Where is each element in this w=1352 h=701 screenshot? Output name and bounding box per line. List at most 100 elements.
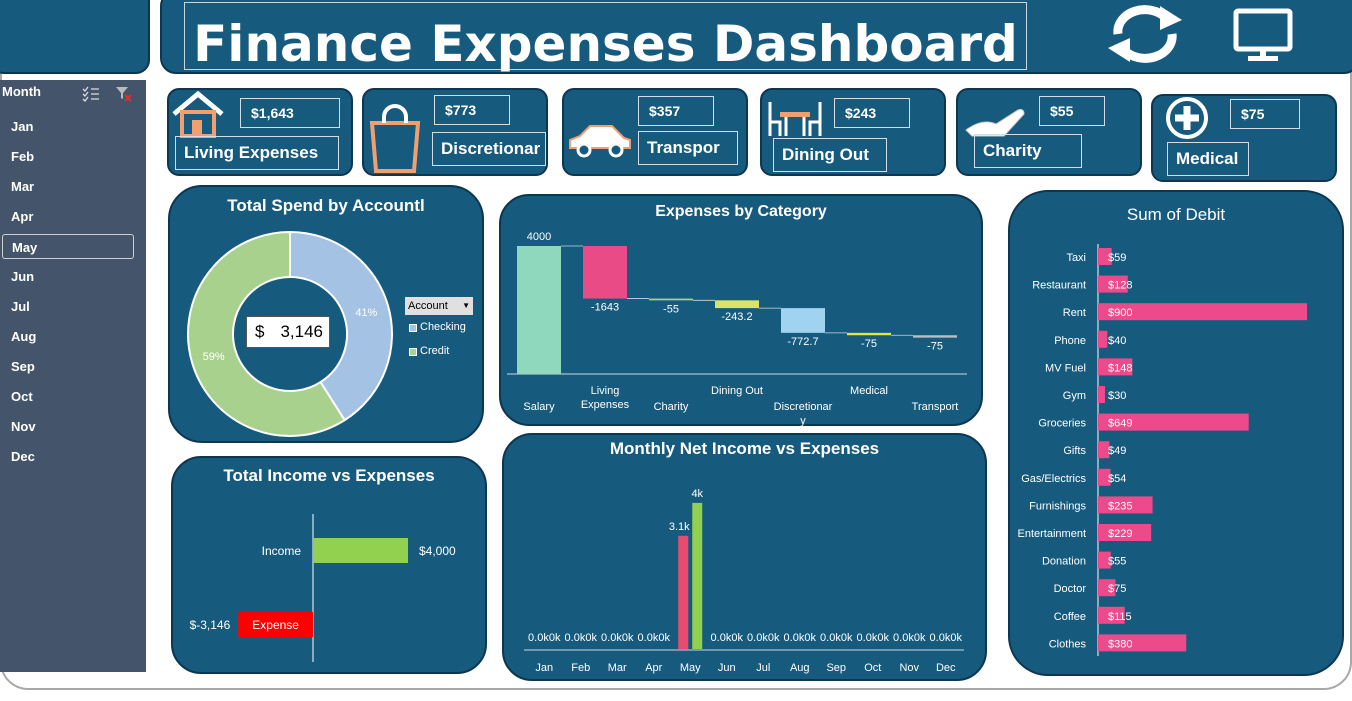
waterfall-chart: 4000 Salary -1643 Living Expenses -55 Charity -… [507, 231, 967, 426]
kpi-value: $357 [638, 96, 714, 126]
debit-value-label: $649 [1108, 418, 1132, 430]
monthly-month-label: Sep [826, 662, 846, 674]
debit-category-label: Furnishings [1029, 500, 1086, 512]
debit-category-label: Taxi [1066, 252, 1086, 264]
account-filter-dropdown[interactable]: Account ▼ [405, 297, 473, 315]
kpi-value: $1,643 [240, 98, 340, 128]
kpi-label: Living Expenses [175, 136, 339, 170]
slicer-month-may[interactable]: May [2, 234, 134, 259]
slicer-month-aug[interactable]: Aug [11, 329, 37, 344]
slicer-month-oct[interactable]: Oct [11, 389, 33, 404]
waterfall-bar [583, 246, 627, 299]
kpi-card-living-expenses [167, 88, 353, 176]
waterfall-title: Expenses by Category [655, 203, 827, 220]
waterfall-bar [649, 298, 693, 301]
slicer-month-jun[interactable]: Jun [11, 269, 35, 284]
car-icon [566, 120, 634, 165]
slicer-title: Month [2, 84, 41, 99]
kpi-label: Dining Out [773, 138, 887, 172]
kpi-label: Discretionar [432, 132, 546, 166]
debit-value-label: $115 [1108, 611, 1132, 623]
debit-bar [1098, 330, 1108, 348]
debit-value-label: $75 [1108, 583, 1126, 595]
month-slicer [0, 80, 146, 672]
slicer-month-nov[interactable]: Nov [11, 419, 36, 434]
debit-value-label: $59 [1108, 252, 1126, 264]
monthly-bar [692, 502, 703, 649]
monthly-zero-label: 0.0k0k [565, 632, 598, 644]
legend-item-checking[interactable]: Checking [420, 321, 466, 333]
debit-bar [1098, 358, 1133, 376]
income-expense-value: $4,000 [419, 544, 456, 558]
monthly-zero-label: 0.0k0k [711, 632, 744, 644]
donut-slice-checking [289, 230, 393, 422]
debit-value-label: $380 [1108, 638, 1132, 650]
waterfall-category-label: Dining Out [711, 385, 763, 397]
donut-center-value: 3,146 [280, 322, 323, 341]
debit-bar [1098, 468, 1111, 486]
monthly-zero-label: 0.0k0k [638, 632, 671, 644]
waterfall-data-label: 4000 [527, 231, 551, 243]
debit-value-label: $40 [1108, 335, 1126, 347]
debit-bar [1098, 634, 1187, 652]
monthly-bar [678, 535, 689, 649]
debit-title: Sum of Debit [1126, 205, 1226, 224]
income-expense-title: Total Income vs Expenses [223, 466, 435, 485]
waterfall-category-label: Charity [654, 401, 689, 413]
refresh-icon[interactable] [1104, 4, 1186, 64]
waterfall-bar [517, 246, 561, 374]
debit-value-label: $900 [1108, 307, 1132, 319]
waterfall-category-label: Expenses [581, 399, 630, 411]
monthly-month-label: Aug [790, 662, 810, 674]
debit-category-label: Rent [1063, 307, 1086, 319]
income-expense-category: Expense [252, 618, 299, 632]
monthly-month-label: Feb [571, 662, 590, 674]
debit-bar [1098, 413, 1249, 431]
debit-value-label: $54 [1108, 473, 1126, 485]
chevron-down-icon: ▼ [462, 301, 470, 310]
dining-table-icon [766, 100, 824, 143]
slicer-month-jul[interactable]: Jul [11, 299, 30, 314]
legend-swatch [409, 348, 417, 356]
debit-bar [1098, 579, 1116, 597]
donut-center-box: $ 3,146 [246, 316, 330, 348]
legend-item-credit[interactable]: Credit [420, 345, 450, 357]
debit-value-label: $148 [1108, 362, 1132, 374]
monitor-icon[interactable] [1232, 8, 1294, 64]
multi-select-icon[interactable] [82, 86, 100, 102]
slicer-month-mar[interactable]: Mar [11, 179, 35, 194]
monthly-zero-label: 0.0k0k [857, 632, 890, 644]
waterfall-category-label: y [800, 415, 806, 426]
monthly-month-label: Mar [608, 662, 627, 674]
slicer-month-dec[interactable]: Dec [11, 449, 35, 464]
waterfall-category-label: Medical [850, 385, 888, 397]
debit-category-label: Phone [1054, 335, 1086, 347]
waterfall-data-label: -55 [663, 303, 679, 315]
slicer-month-feb[interactable]: Feb [11, 149, 35, 164]
kpi-value: $55 [1039, 96, 1105, 126]
monthly-title: Monthly Net Income vs Expenses [609, 439, 880, 458]
debit-category-label: Restaurant [1032, 280, 1086, 292]
debit-value-label: $128 [1108, 280, 1132, 292]
monthly-zero-label: 0.0k0k [601, 632, 634, 644]
kpi-value: $243 [834, 98, 910, 128]
debit-category-label: Gym [1063, 390, 1086, 402]
kpi-label: Charity [974, 134, 1082, 168]
debit-value-label: $235 [1108, 500, 1132, 512]
waterfall-data-label: -75 [861, 338, 877, 350]
donut-title: Total Spend by Accountl [227, 196, 425, 215]
monthly-chart: Jan 0.0k0k Feb 0.0k0k Mar 0.0k0k Apr 0.0k0k May 3… [524, 488, 964, 674]
income-expense-value: $-3,146 [190, 618, 231, 632]
slicer-month-sep[interactable]: Sep [11, 359, 35, 374]
monthly-month-label: Jul [756, 662, 770, 674]
debit-bar [1098, 524, 1152, 541]
slicer-month-apr[interactable]: Apr [11, 209, 34, 224]
giving-hand-icon [962, 102, 1028, 147]
slicer-month-jan[interactable]: Jan [11, 119, 34, 134]
donut-slice-credit [187, 230, 347, 437]
monthly-bar-label: 3.1k [669, 521, 690, 533]
monthly-month-label: Nov [899, 662, 919, 674]
waterfall-category-label: Salary [523, 401, 555, 413]
clear-filter-icon[interactable] [114, 85, 132, 103]
debit-bar [1098, 496, 1153, 514]
